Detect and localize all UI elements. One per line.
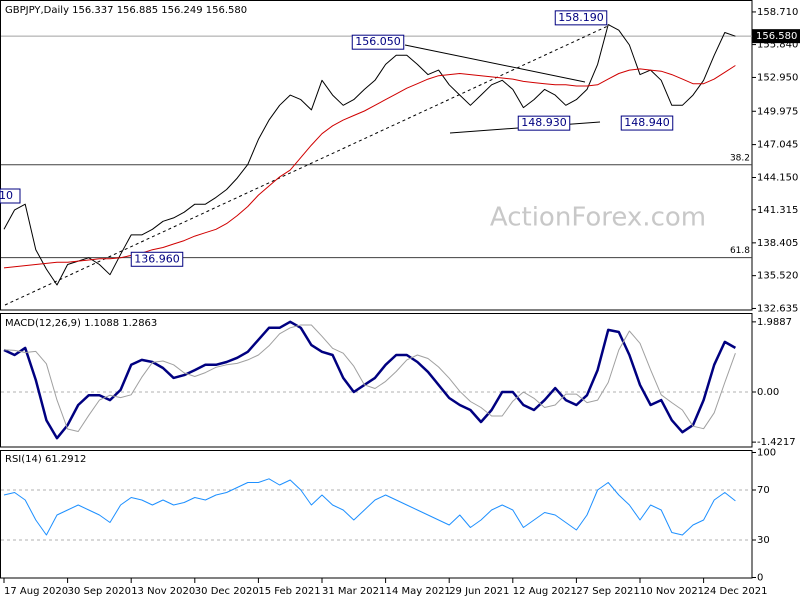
frames [0, 0, 753, 579]
annotation-box [620, 115, 674, 131]
annotation: 148.940 [620, 115, 674, 131]
y-tick-label: 158.710 [757, 7, 798, 18]
annotation: 136.960 [130, 251, 184, 267]
annotation: 156.050 [351, 34, 405, 50]
series-line [3, 320, 737, 440]
annotation: 158.190 [554, 10, 608, 26]
y-tick-label: 155.840 [757, 40, 798, 51]
x-tick-label: 30 Dec 2020 [195, 586, 259, 597]
series-line [3, 324, 736, 432]
annotation-label: 136.960 [134, 252, 180, 265]
x-tick-label: 12 Aug 2021 [513, 586, 577, 597]
y-tick-label: 135.520 [757, 271, 798, 282]
macd-frame [0, 313, 753, 448]
annotation-box [0, 188, 21, 204]
y-tick-label: 0.00 [757, 387, 779, 398]
annotation-label: 148.940 [624, 116, 670, 129]
y-tick-label: 141.315 [757, 205, 798, 216]
annotation-label: 10 [0, 189, 13, 202]
y-tick-label: 30 [757, 535, 770, 546]
annotation: 148.930 [517, 115, 571, 131]
x-tick-label: 30 Sep 2020 [68, 586, 131, 597]
price-title: GBPJPY,Daily 156.337 156.885 156.249 156… [5, 5, 247, 16]
y-tick-label: 144.150 [757, 173, 798, 184]
price-box [752, 29, 800, 44]
macd-title: MACD(12,26,9) 1.1088 1.2863 [5, 318, 157, 329]
y-tick-label: 152.950 [757, 72, 798, 83]
annotation-label: 158.190 [558, 11, 604, 24]
rsi-title: RSI(14) 61.2912 [5, 454, 86, 465]
y-tick-label: 138.405 [757, 238, 798, 249]
annotation-box [554, 10, 608, 26]
x-tick-label: 17 Aug 2020 [4, 586, 68, 597]
series-line [3, 24, 736, 286]
level-label: 38.2 [730, 153, 750, 163]
x-tick-label: 13 Nov 2020 [131, 586, 195, 597]
y-tick-label: 132.635 [757, 303, 798, 314]
y-tick-label: -1.4217 [757, 437, 796, 448]
rsi-frame [0, 450, 753, 579]
y-tick-label: 100 [757, 448, 776, 459]
y-tick-label: 1.9887 [757, 317, 792, 328]
series-line [3, 478, 736, 536]
annotation-label: 148.930 [521, 116, 567, 129]
series-line [3, 65, 736, 269]
price-label: 156.580 [756, 31, 797, 42]
annotation-label: 156.050 [355, 35, 401, 48]
level-label: 61.8 [730, 246, 750, 256]
annotation-box [130, 251, 184, 267]
y-tick-label: 147.045 [757, 140, 798, 151]
watermark: ActionForex.com [490, 203, 706, 233]
annotation: 10 [0, 188, 21, 204]
y-tick-label: 0 [757, 573, 763, 584]
y-tick-label: 149.975 [757, 106, 798, 117]
x-tick-label: 31 Mar 2021 [322, 586, 385, 597]
x-tick-label: 10 Nov 2021 [640, 586, 704, 597]
y-tick-label: 70 [757, 485, 770, 496]
x-tick-label: 29 Jun 2021 [449, 586, 509, 597]
trend-line [404, 44, 586, 83]
x-tick-label: 15 Feb 2021 [258, 586, 320, 597]
x-tick-label: 14 May 2021 [386, 586, 451, 597]
price-frame [0, 0, 753, 311]
annotation-box [517, 115, 571, 131]
annotation-box [351, 34, 405, 50]
x-tick-label: 27 Sep 2021 [576, 586, 639, 597]
x-tick-label: 24 Dec 2021 [704, 586, 768, 597]
